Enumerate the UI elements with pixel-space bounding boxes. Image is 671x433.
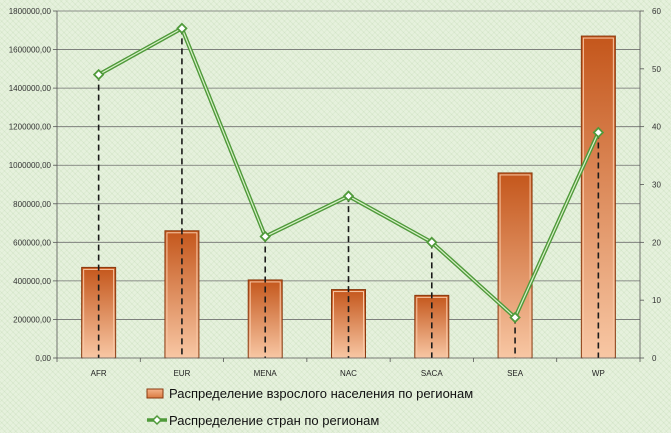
bar — [81, 266, 117, 359]
y-left-tick-label: 1400000,00 — [9, 84, 52, 93]
legend: Распределение взрослого населения по рег… — [146, 386, 473, 428]
legend-bar-label: Распределение взрослого населения по рег… — [169, 386, 473, 401]
y-left-tick-label: 1200000,00 — [9, 123, 52, 132]
line-point — [592, 126, 605, 139]
y-right-tick-label: 10 — [652, 296, 661, 305]
x-tick-label: AFR — [91, 369, 107, 378]
y-right-tick-label: 20 — [652, 238, 661, 247]
y-left-tick-label: 200000,00 — [13, 315, 51, 324]
y-left-tick-label: 1800000,00 — [9, 7, 52, 16]
drop-lines — [97, 28, 600, 358]
line-point — [259, 230, 271, 243]
x-tick-label: SACA — [421, 369, 443, 378]
legend-line-label: Распределение стран по регионам — [169, 413, 379, 428]
x-tick-label: EUR — [173, 369, 190, 378]
line-point — [176, 22, 188, 35]
line-series — [92, 22, 605, 324]
y-left-tick-label: 400000,00 — [13, 277, 51, 286]
line-point — [426, 236, 438, 249]
line-point — [342, 190, 355, 202]
y-right-tick-label: 50 — [652, 65, 661, 74]
y-left-tick-label: 1600000,00 — [9, 46, 52, 55]
x-tick-label: SEA — [507, 369, 524, 378]
x-tick-label: WP — [592, 369, 605, 378]
y-right-tick-label: 30 — [652, 181, 661, 190]
y-right-tick-label: 40 — [652, 123, 661, 132]
y-right-tick-label: 0 — [652, 354, 657, 363]
line-point — [509, 311, 521, 324]
y-left-tick-label: 600000,00 — [13, 238, 51, 247]
y-left-tick-label: 800000,00 — [13, 200, 51, 209]
bar — [497, 172, 533, 359]
x-tick-label: MENA — [254, 369, 278, 378]
x-tick-label: NAC — [340, 369, 357, 378]
y-left-tick-label: 0,00 — [35, 354, 51, 363]
legend-bar-swatch — [146, 388, 164, 399]
y-right-tick-label: 60 — [652, 7, 661, 16]
axes: 0,00 200000,00 400000,00 600000,00 800000,00… — [9, 7, 662, 378]
grid-lines — [57, 10, 640, 320]
y-left-tick-label: 1000000,00 — [9, 161, 52, 170]
legend-line-marker — [151, 414, 163, 426]
line-point — [92, 68, 105, 81]
